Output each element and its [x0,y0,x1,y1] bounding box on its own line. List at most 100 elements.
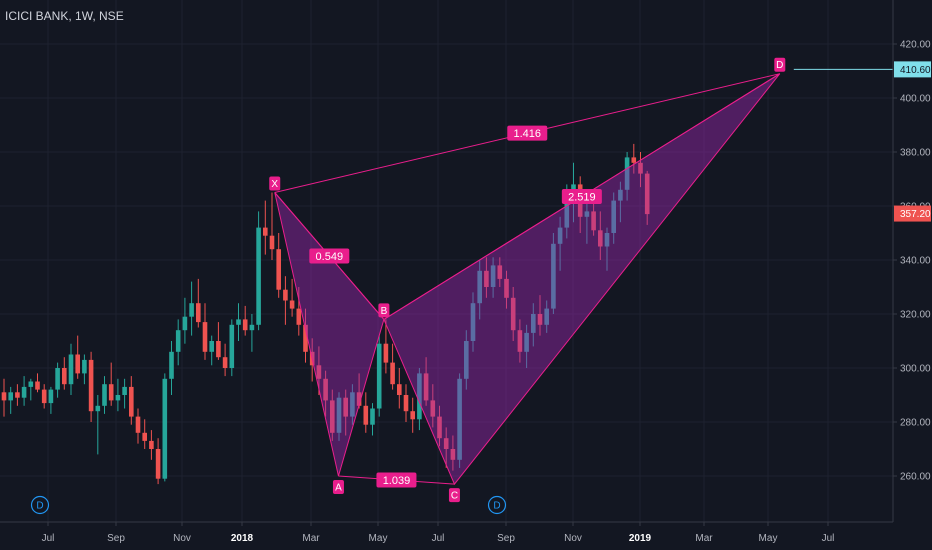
candle-body [15,392,20,398]
candle [175,319,181,366]
ratio-xd[interactable]: 1.416 [507,125,548,141]
candle-body [376,343,382,409]
candle-body [55,368,60,390]
candle [551,233,556,314]
dividend-marker-circle [487,495,507,515]
point-label-text: D [776,60,783,71]
candle [517,319,523,363]
candle-body [222,357,228,368]
ratio-bd[interactable]: 2.519 [561,189,602,205]
candle [524,324,529,368]
candle-body [263,227,268,236]
candle-body [122,386,127,395]
candle-body [517,330,523,352]
y-tick-label: 300.00 [900,364,931,375]
last-price-tag: 357.20 [894,205,931,222]
candle [303,308,308,363]
candle-body [175,330,181,352]
point-label-c[interactable]: C [448,488,460,503]
candle [397,368,402,409]
candle-body [95,405,101,412]
dividend-marker[interactable]: D [30,495,50,515]
y-tick-label: 280.00 [900,418,931,429]
x-axis-panel [0,522,932,550]
candle-body [457,378,462,460]
candle-body [618,189,623,201]
candle [189,281,194,336]
candle [75,335,80,379]
candle-body [410,411,415,420]
candle-body [303,324,308,352]
candle-body [162,378,168,479]
candle [356,373,362,409]
candle [423,357,429,406]
ratio-xd-box [507,125,548,141]
candle [162,373,168,482]
candle [598,211,603,260]
candle [142,419,147,449]
candle-body [8,392,13,401]
candle [336,392,342,441]
candle-body [383,343,389,363]
ratio-ac-text: 1.039 [383,475,411,487]
candle-body [209,341,214,352]
candle-body [296,308,302,325]
candle [169,341,174,395]
candle [390,343,395,390]
point-label-b[interactable]: B [378,303,390,318]
x-tick-label: Jul [432,533,445,544]
x-tick-label: Nov [564,533,582,544]
candle [363,392,369,433]
candle-body [497,265,503,279]
candle [41,384,47,409]
ratio-bd-box [561,189,602,205]
candle-body [423,373,429,401]
candle [149,430,154,460]
point-label-a[interactable]: A [332,480,344,494]
point-label-d[interactable]: D [774,57,786,72]
candle-body [155,449,161,479]
candle [383,319,389,374]
x-tick-label: Jul [822,533,835,544]
candle [95,395,101,455]
candle-body [182,316,188,331]
y-tick-label: 320.00 [900,310,931,321]
candle-body [397,384,402,395]
candle [631,143,637,174]
x-tick-label: May [759,533,778,544]
candle-body [21,386,27,398]
point-label-box [774,57,786,72]
candle [510,287,516,341]
candle [48,386,54,414]
candle-body [62,368,67,385]
candle-body [249,324,255,331]
ratio-ac[interactable]: 1.039 [376,472,417,488]
candle-body [470,303,476,341]
candle-body [88,359,94,412]
candle-body [236,319,241,325]
y-tick-label: 420.00 [900,40,931,51]
candle [531,303,536,347]
y-tick-label: 340.00 [900,256,931,267]
ratio-xb[interactable]: 0.549 [309,248,350,264]
candle [108,362,114,406]
candle [283,276,288,325]
dividend-marker-text: D [493,501,500,512]
candle [376,335,382,417]
point-label-x[interactable]: X [269,176,281,191]
y-tick-label: 380.00 [900,148,931,159]
candle [209,335,214,366]
target-price-tag: 410.60 [894,61,931,78]
candle-body [41,389,47,404]
candle [21,376,27,406]
ratio-bd-text: 2.519 [568,192,596,204]
ratio-ac-box [376,472,417,488]
candle-body [269,235,275,250]
candle [544,300,549,333]
candle [115,378,121,412]
x-tick-label: May [369,533,388,544]
dividend-marker[interactable]: D [487,495,507,515]
xabcd-pattern[interactable]: X A B C D 1.416 0.549 1.039 2.519 [269,57,893,503]
candle-body [323,378,328,401]
